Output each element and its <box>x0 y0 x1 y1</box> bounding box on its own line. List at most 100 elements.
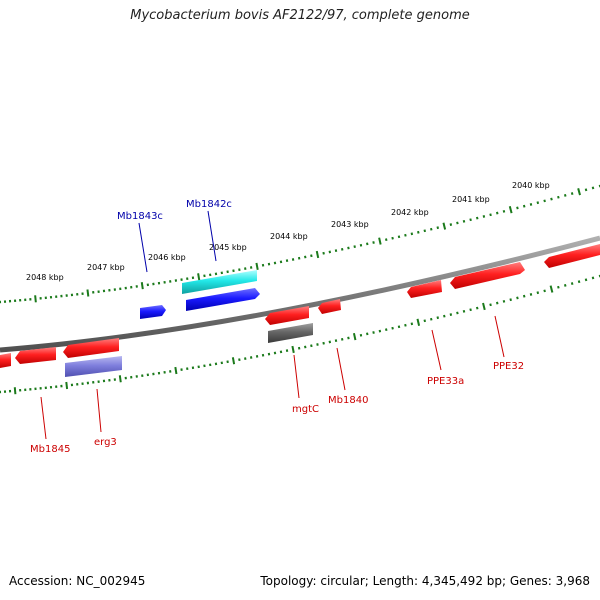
accession-text: Accession: NC_002945 <box>9 574 146 588</box>
scale-tick-minor <box>366 332 369 336</box>
scale-tick-major <box>255 262 259 271</box>
scale-label-2045: 2045 kbp <box>209 243 247 252</box>
scale-tick-minor <box>404 323 407 327</box>
gene-mb1840-feature[interactable] <box>318 299 341 314</box>
scale-tick-minor <box>423 319 427 323</box>
map-title: Mycobacterium bovis AF2122/97, complete … <box>130 8 470 23</box>
scale-tick-major <box>315 250 320 259</box>
scale-tick-minor <box>449 313 453 316</box>
scale-tick-minor <box>391 326 394 330</box>
gene-red-2-feature[interactable] <box>63 338 119 358</box>
scale-tick-minor <box>340 337 344 341</box>
scale-tick-minor <box>469 308 472 312</box>
scale-tick-minor <box>489 213 492 217</box>
scale-tick-major <box>482 302 486 311</box>
scale-tick-minor <box>423 229 427 233</box>
scale-tick-minor <box>469 218 472 222</box>
gene-mgtC-feature[interactable] <box>268 323 313 343</box>
gene-ppe33a-feature[interactable] <box>407 280 442 298</box>
gene-label-mgtC[interactable]: mgtC <box>292 404 319 415</box>
scale-tick-minor <box>563 193 567 197</box>
scale-tick-minor <box>495 211 499 215</box>
gene-label-mb1843c[interactable]: Mb1843c <box>117 211 163 222</box>
scale-tick-minor <box>359 333 363 337</box>
scale-tick-minor <box>495 301 499 305</box>
gene-mb1843c-feature[interactable] <box>140 305 166 319</box>
scale-label-2041: 2041 kbp <box>452 195 490 204</box>
scale-tick-minor <box>372 241 375 244</box>
scale-tick-minor <box>429 227 433 231</box>
gene-label-mb1840[interactable]: Mb1840 <box>328 395 368 406</box>
scale-tick-minor <box>410 322 414 326</box>
genome-stats-text: Topology: circular; Length: 4,345,492 bp… <box>260 574 590 588</box>
scale-label-2043: 2043 kbp <box>331 220 369 229</box>
scale-tick-major <box>13 387 17 395</box>
scale-tick-minor <box>557 195 560 199</box>
scale-label-2044: 2044 kbp <box>270 232 308 241</box>
scale-tick-minor <box>584 278 588 282</box>
gene-label-mb1845[interactable]: Mb1845 <box>30 444 70 455</box>
gene-right-edge-feature[interactable] <box>544 244 600 268</box>
scale-tick-minor <box>347 246 350 250</box>
scale-tick-minor <box>577 280 581 284</box>
scale-tick-minor <box>522 294 526 298</box>
scale-tick-minor <box>359 243 363 247</box>
scale-tick-minor <box>543 199 546 203</box>
scale-tick-major <box>65 381 69 390</box>
gene-left-edge-feature[interactable] <box>0 353 11 368</box>
scale-tick-minor <box>449 223 453 226</box>
scale-tick-minor <box>334 249 338 253</box>
scale-tick-major <box>416 318 421 326</box>
gene-label-ppe32[interactable]: PPE32 <box>493 361 524 372</box>
scale-tick-minor <box>462 219 466 223</box>
gene-mb1842c-feature[interactable] <box>186 288 260 311</box>
scale-label-2047: 2047 kbp <box>87 263 125 272</box>
scale-tick-minor <box>372 331 375 334</box>
reverse-genes <box>0 244 600 377</box>
scale-tick-minor <box>456 311 459 315</box>
scale-label-2046: 2046 kbp <box>148 253 186 262</box>
scale-tick-minor <box>391 236 394 240</box>
scale-tick-minor <box>482 215 486 218</box>
scale-tick-minor <box>475 216 479 220</box>
scale-tick-minor <box>347 336 350 340</box>
scale-tick-minor <box>385 238 388 242</box>
scale-tick-major <box>140 282 144 290</box>
scale-tick-minor <box>397 235 401 239</box>
gene-mb1845-feature[interactable] <box>15 347 56 364</box>
scale-tick-minor <box>436 316 440 320</box>
genome-backbone <box>0 235 600 353</box>
gene-cyan-feature[interactable] <box>182 270 257 294</box>
scale-tick-minor <box>475 306 479 310</box>
scale-tick-minor <box>502 299 506 303</box>
scale-tick-minor <box>429 317 433 321</box>
gene-erg3-feature[interactable] <box>65 356 122 377</box>
scale-label-2042: 2042 kbp <box>391 208 429 217</box>
gene-label-erg3[interactable]: erg3 <box>94 437 117 448</box>
scale-tick-major <box>577 188 581 196</box>
scale-tick-major <box>34 295 37 303</box>
scale-tick-minor <box>385 328 388 332</box>
scale-tick-minor <box>584 188 588 192</box>
scale-tick-minor <box>563 283 567 287</box>
scale-tick-minor <box>502 209 506 213</box>
scale-tick-major <box>378 237 382 245</box>
scale-tick-minor <box>570 192 574 195</box>
scale-track-lower <box>0 274 600 395</box>
gene-mgtC-red-feature[interactable] <box>265 306 309 325</box>
forward-genes <box>140 270 260 319</box>
scale-tick-major <box>231 357 236 365</box>
scale-labels: 2048 kbp 2047 kbp 2046 kbp 2045 kbp 2044… <box>26 181 550 282</box>
scale-tick-minor <box>529 203 533 206</box>
scale-tick-major <box>549 285 554 293</box>
scale-tick-minor <box>397 325 401 329</box>
scale-tick-minor <box>591 186 595 190</box>
gene-label-ppe33a[interactable]: PPE33a <box>427 376 464 387</box>
scale-tick-minor <box>436 226 440 230</box>
gene-label-mb1842c[interactable]: Mb1842c <box>186 199 232 210</box>
gene-ppe32-feature[interactable] <box>450 262 525 289</box>
scale-tick-minor <box>417 230 420 234</box>
scale-tick-minor <box>404 233 407 237</box>
scale-tick-major <box>118 375 122 383</box>
